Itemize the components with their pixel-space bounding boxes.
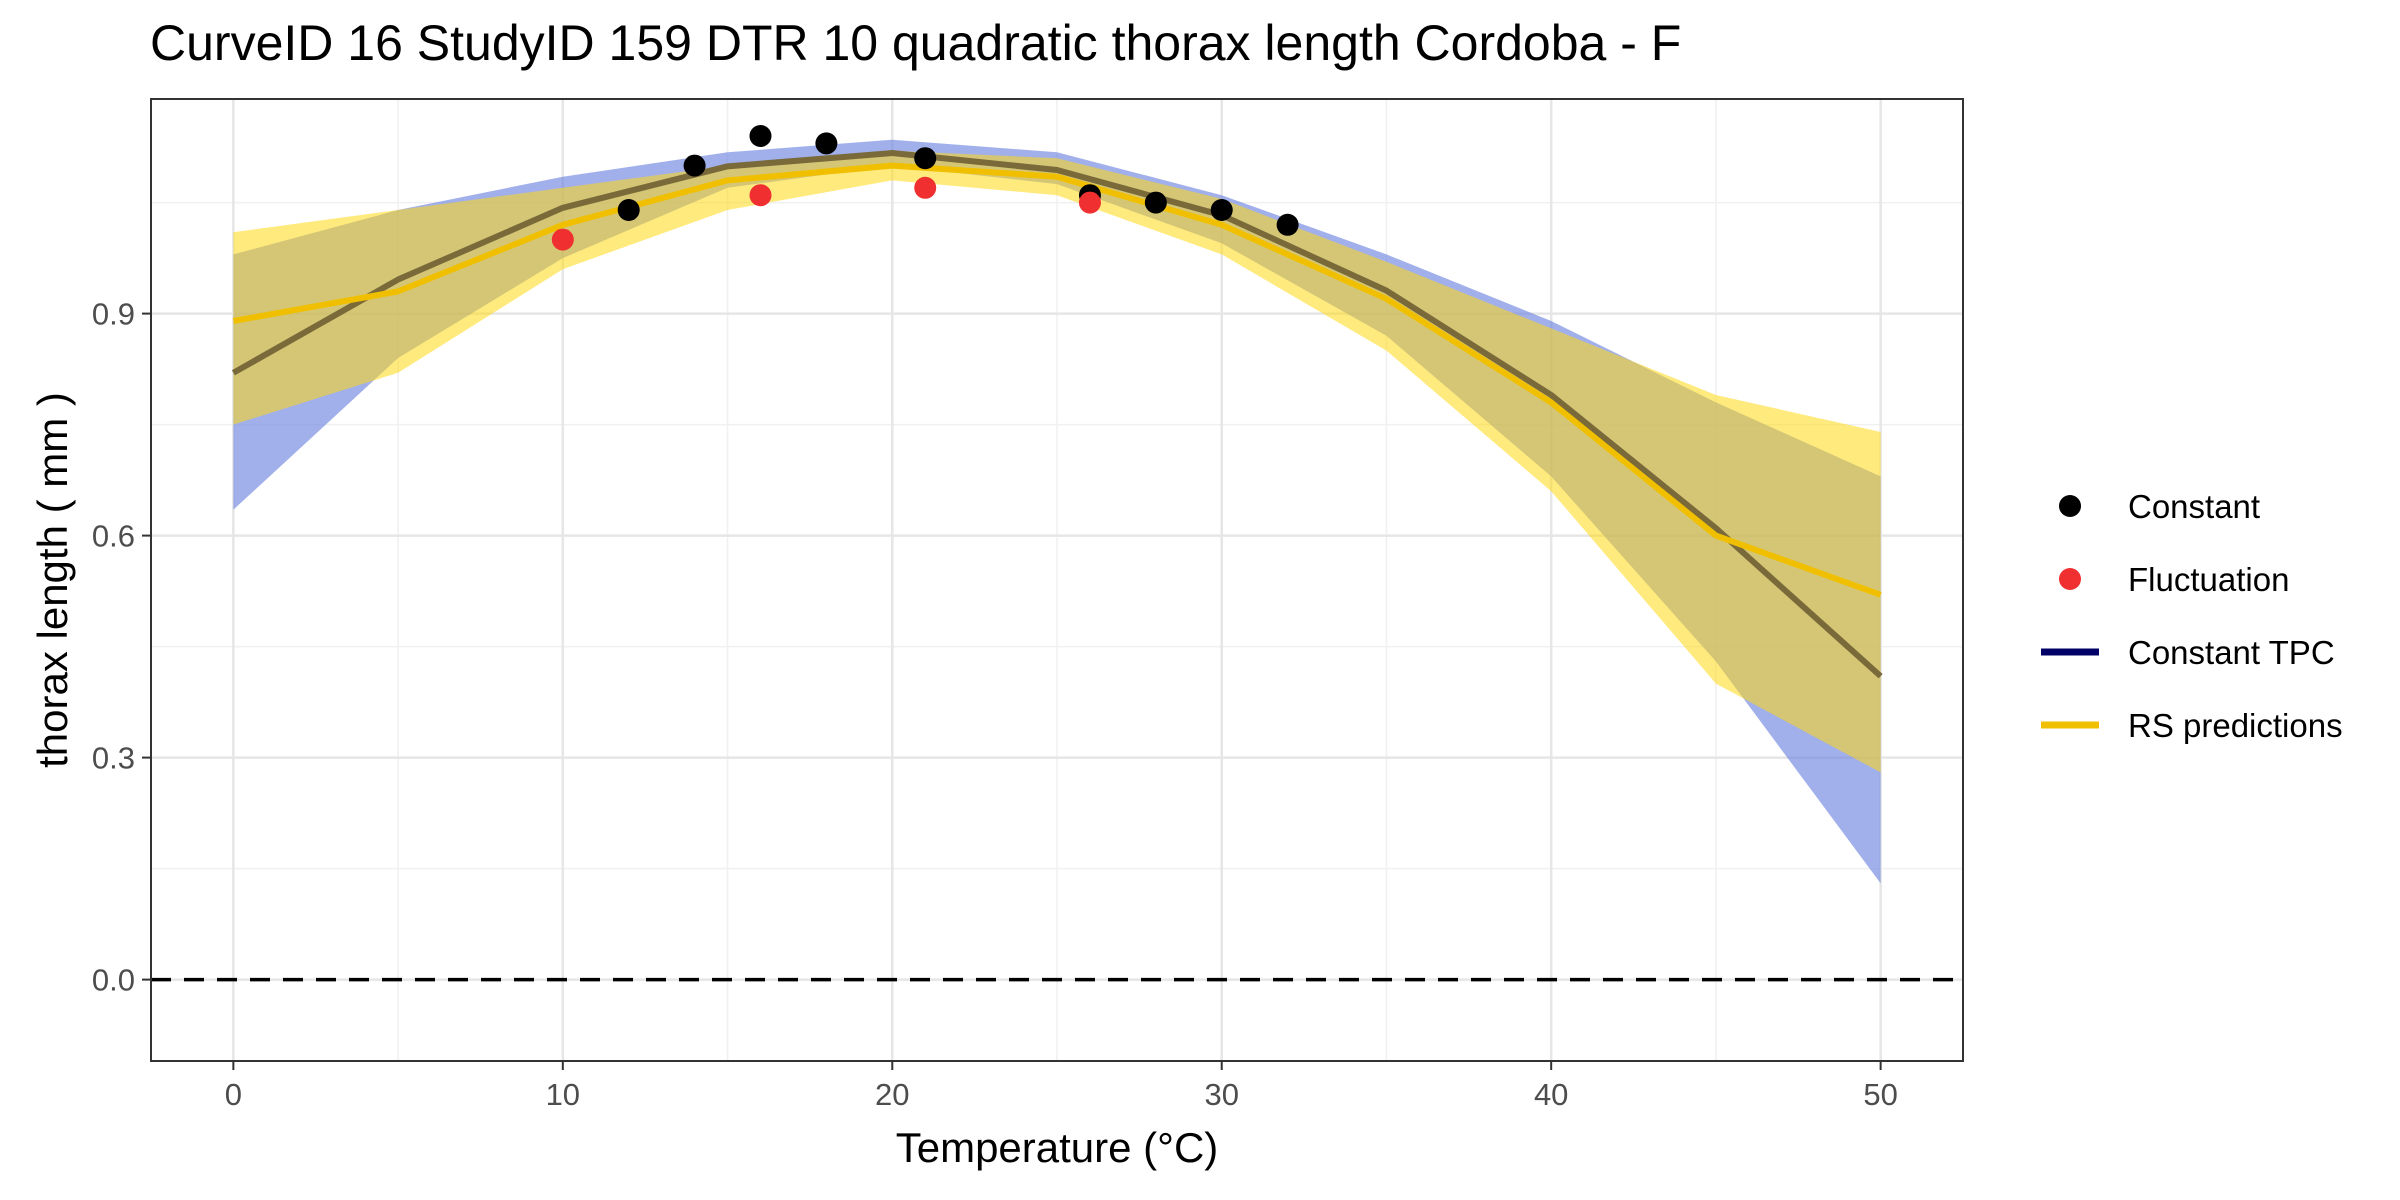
point-fluctuation xyxy=(914,176,937,199)
x-tick-label: 50 xyxy=(1863,1077,1897,1112)
x-tick-label: 0 xyxy=(225,1077,242,1112)
legend-label: Constant xyxy=(2128,488,2260,525)
x-tick-label: 40 xyxy=(1534,1077,1568,1112)
band-rs-predictions xyxy=(233,150,1881,773)
data-points xyxy=(551,125,1299,251)
point-constant xyxy=(1276,213,1299,236)
legend-item-fluctuation: Fluctuation xyxy=(2059,561,2289,598)
x-tick-label: 30 xyxy=(1204,1077,1238,1112)
legend-item-constant: Constant xyxy=(2059,488,2260,525)
axis-ticks: 0 10 20 30 40 50 0.0 0.3 0.6 0.9 xyxy=(92,297,1898,1112)
y-axis-title: thorax length ( mm ) xyxy=(29,392,76,768)
point-constant xyxy=(914,147,937,170)
legend-label: RS predictions xyxy=(2128,707,2343,744)
x-tick-label: 20 xyxy=(875,1077,909,1112)
point-constant xyxy=(617,199,640,221)
point-constant xyxy=(683,154,706,177)
chart-title: CurveID 16 StudyID 159 DTR 10 quadratic … xyxy=(150,15,1682,71)
fitted-lines xyxy=(231,150,1883,679)
legend-key-point xyxy=(2059,495,2081,517)
legend-label: Fluctuation xyxy=(2128,561,2289,598)
plot-panel-border xyxy=(150,98,1964,1062)
point-constant xyxy=(815,132,838,155)
y-tick-label: 0.9 xyxy=(92,297,135,332)
line-rs-predictions xyxy=(232,162,1882,598)
y-tick-label: 0.3 xyxy=(92,741,135,776)
point-constant xyxy=(1144,191,1167,214)
y-tick-label: 0.6 xyxy=(92,519,135,554)
legend-label: Constant TPC xyxy=(2128,634,2335,671)
point-fluctuation xyxy=(749,184,772,207)
line-constant-tpc xyxy=(231,150,1883,679)
point-fluctuation xyxy=(551,228,574,251)
x-axis-title: Temperature (°C) xyxy=(896,1124,1219,1171)
point-constant xyxy=(749,125,772,147)
point-constant xyxy=(1210,199,1233,221)
legend-item-constant-tpc: Constant TPC xyxy=(2041,634,2335,671)
legend-key-point xyxy=(2059,568,2081,590)
legend: Constant Fluctuation Constant TPC RS predic… xyxy=(2041,488,2343,744)
y-tick-label: 0.0 xyxy=(92,963,135,998)
x-tick-label: 10 xyxy=(546,1077,580,1112)
confidence-bands xyxy=(233,139,1881,884)
point-fluctuation xyxy=(1078,191,1101,214)
legend-item-rs-predictions: RS predictions xyxy=(2041,707,2343,744)
